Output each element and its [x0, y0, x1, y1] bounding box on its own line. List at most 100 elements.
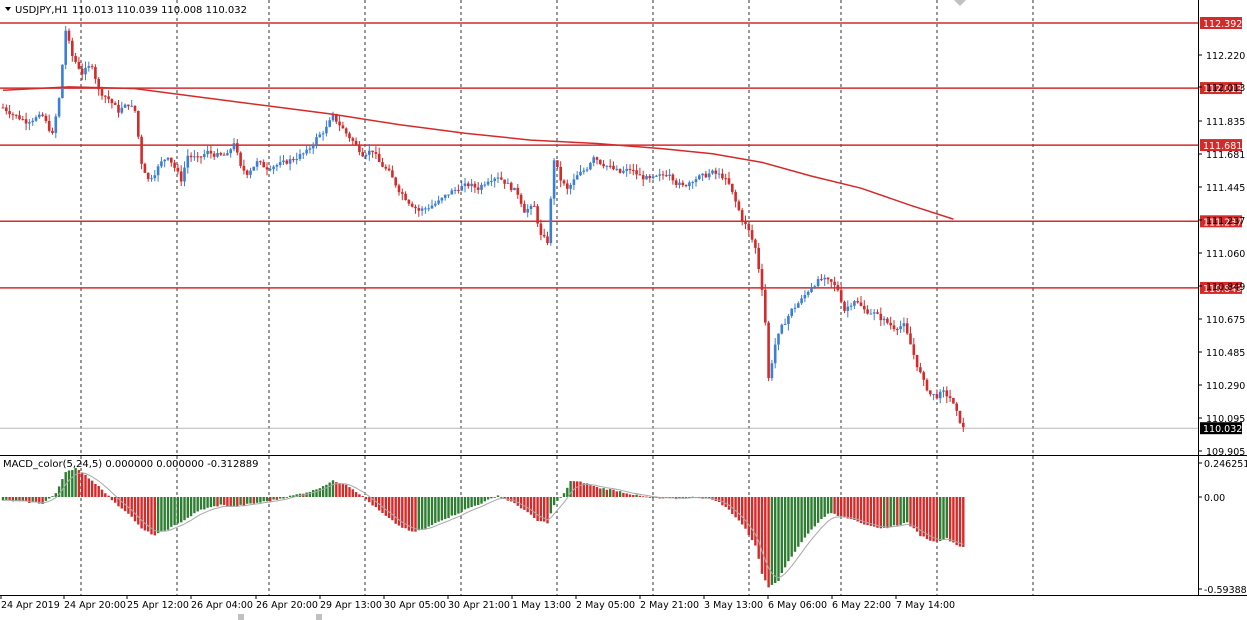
candle-body	[925, 379, 929, 391]
candle-body	[929, 390, 932, 395]
candle-body	[229, 149, 232, 154]
macd-bar	[183, 497, 186, 521]
macd-bar	[84, 474, 87, 497]
candle-body	[912, 344, 916, 355]
macd-bar	[533, 497, 536, 519]
macd-bar	[896, 497, 899, 526]
macd-bar	[282, 497, 285, 499]
candle-body	[688, 182, 691, 187]
candle-body	[453, 189, 457, 191]
candle-body	[899, 326, 902, 330]
scroll-marker-icon[interactable]	[954, 0, 966, 6]
candle-body	[523, 203, 526, 213]
macd-bar	[28, 497, 31, 503]
macd-bar	[394, 497, 397, 524]
candle-body	[292, 159, 295, 161]
candle-body	[285, 160, 289, 164]
price-tick-label: 110.849	[1206, 282, 1245, 293]
time-tick-label: 7 May 14:00	[896, 600, 955, 611]
candle-body	[186, 155, 190, 168]
candle-body	[513, 187, 516, 191]
macd-bar	[536, 497, 539, 522]
macd-bar	[856, 497, 859, 522]
macd-bar	[133, 497, 137, 522]
candle-body	[394, 177, 397, 186]
candle-body	[754, 239, 757, 248]
candle-body	[724, 178, 727, 180]
macd-bar	[595, 487, 599, 497]
macd-bar	[292, 495, 295, 497]
macd-bar	[556, 497, 559, 501]
macd-bar	[754, 497, 757, 546]
candle-body	[321, 133, 325, 135]
macd-bar	[503, 497, 506, 499]
candle-body	[731, 183, 734, 193]
candle-body	[64, 30, 67, 65]
candle-body	[206, 150, 209, 155]
candle-body	[932, 394, 935, 396]
candle-body	[5, 107, 8, 112]
candle-body	[272, 166, 275, 170]
candle-body	[727, 178, 731, 184]
macd-bar	[945, 497, 948, 538]
horizontal-levels[interactable]: 112.392 112.013 111.681 111.237 110.849 110.0…	[0, 17, 1242, 435]
candle-body	[427, 208, 430, 210]
candle-body	[71, 40, 74, 56]
candle-body	[183, 167, 186, 182]
macd-bar	[810, 497, 813, 530]
level-price-tag-label: 111.237	[1203, 217, 1242, 228]
candle-body	[529, 205, 533, 210]
candle-body	[879, 313, 883, 321]
macd-bar	[407, 497, 411, 531]
candle-body	[533, 205, 536, 207]
macd-bar	[539, 497, 543, 522]
price-tick-label: 111.237	[1206, 216, 1245, 227]
candle-body	[437, 200, 440, 204]
candle-body	[354, 140, 358, 145]
macd-bar	[727, 497, 731, 510]
time-tick-label: 2 May 21:00	[640, 600, 699, 611]
candle-body	[526, 209, 529, 213]
candle-body	[787, 315, 790, 325]
macd-bar	[493, 497, 496, 498]
candle-body	[599, 159, 602, 165]
candle-body	[335, 114, 338, 122]
macd-bar	[935, 497, 939, 542]
candle-body	[110, 99, 114, 104]
time-tick-label: 6 May 22:00	[832, 600, 891, 611]
candle-body	[836, 285, 840, 291]
candle-body	[391, 170, 394, 178]
candle-body	[31, 120, 34, 123]
macd-bar	[275, 497, 279, 500]
price-tick-label: 109.905	[1206, 447, 1245, 458]
candle-body	[797, 303, 800, 308]
candle-body	[74, 55, 77, 62]
macd-bar	[780, 497, 783, 574]
macd-bar	[777, 497, 780, 581]
candle-body	[648, 175, 652, 179]
candle-body	[127, 104, 130, 107]
macd-bar	[239, 497, 242, 505]
candle-body	[740, 210, 744, 221]
macd-bar	[569, 481, 572, 497]
scroll-handle[interactable]	[238, 614, 244, 620]
scroll-handle[interactable]	[316, 614, 322, 620]
price-tick-label: 110.485	[1206, 348, 1245, 359]
macd-bar	[427, 497, 430, 527]
candle-body	[358, 144, 361, 153]
candle-body	[595, 157, 599, 160]
macd-bar	[846, 497, 849, 519]
macd-bar	[364, 497, 368, 500]
candle-body	[503, 179, 506, 184]
level-price-tag-label: 110.849	[1203, 284, 1242, 295]
candle-body	[734, 192, 737, 202]
chevron-down-icon[interactable]	[5, 7, 11, 11]
candle-body	[665, 175, 668, 177]
candle-body	[236, 143, 239, 153]
candle-body	[562, 180, 566, 184]
candle-body	[582, 170, 586, 172]
price-tick-label: 111.681	[1206, 150, 1245, 161]
level-price-tag	[1200, 139, 1242, 152]
candle-body	[54, 116, 58, 133]
